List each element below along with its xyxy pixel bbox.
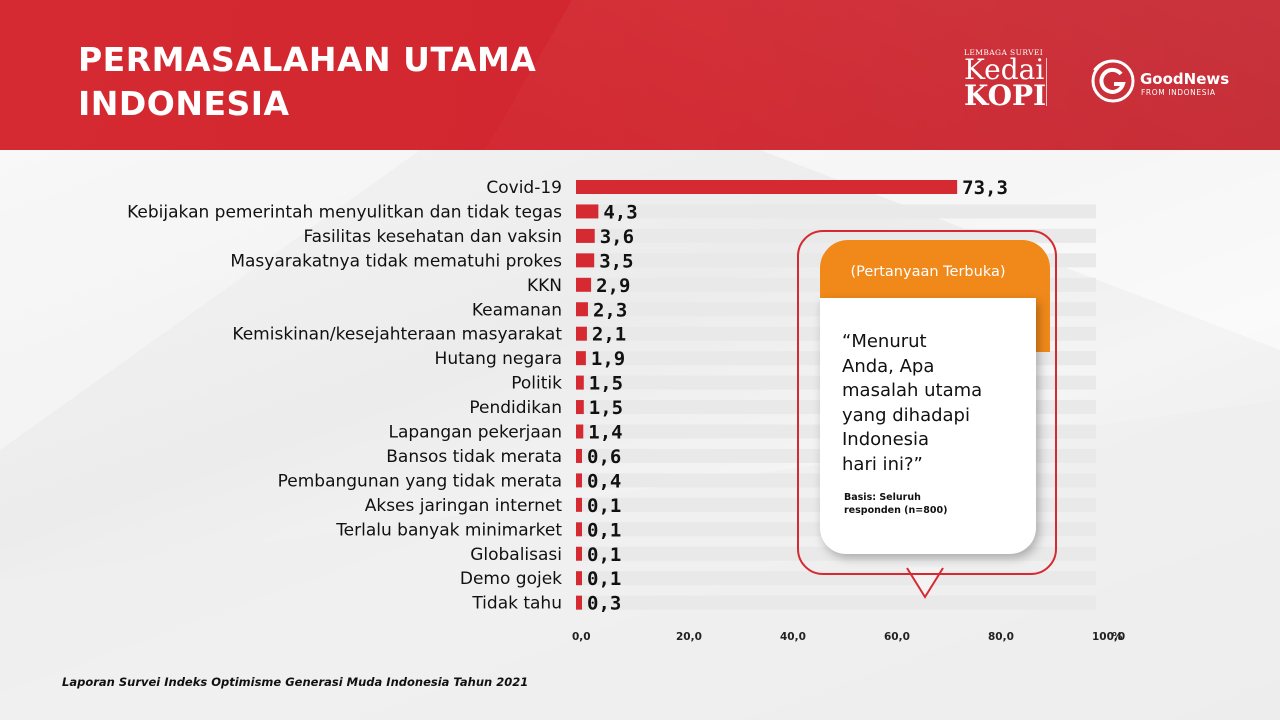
category-label: Fasilitas kesehatan dan vaksin [303,227,562,247]
bar [576,302,588,317]
callout-question: “Menurut Anda, Apa masalah utama yang di… [842,330,1032,477]
category-label: Tidak tahu [471,594,562,614]
x-unit-label: % [1112,631,1123,643]
bar [576,375,584,390]
value-label: 3,5 [599,250,633,272]
bar [576,228,595,243]
bar [576,400,584,415]
callout-header: (Pertanyaan Terbuka) [850,264,1006,280]
value-label: 1,4 [588,422,622,444]
value-label: 1,5 [589,397,623,419]
value-label: 3,6 [600,226,634,248]
goodnews-name: GoodNews [1140,70,1230,88]
bar [576,546,582,561]
category-label: Keamanan [472,300,562,320]
value-label: 1,9 [591,348,625,370]
basis-line: responden (n=800) [844,504,948,516]
bar [576,253,595,268]
kedai-kopi-logo: LEMBAGA SURVEI Kedai KOPI [962,48,1072,112]
kedai-logo-line1: Kedai [964,53,1045,86]
category-label: Bansos tidak merata [386,447,562,467]
value-label: 0,1 [587,495,621,517]
kedai-logo-divider [1046,58,1068,106]
bar [576,351,586,366]
value-label: 0,3 [587,593,621,615]
bar [576,595,582,610]
question-line: hari ini?” [842,453,923,475]
value-label: 0,1 [587,519,621,541]
page-title: PERMASALAHAN UTAMA INDONESIA [78,38,678,126]
category-label: Kebijakan pemerintah menyulitkan dan tid… [127,202,562,222]
x-tick-label: 80,0 [988,631,1014,643]
value-label: 1,5 [589,373,623,395]
bar [576,204,599,219]
x-tick-label: 40,0 [780,631,806,643]
value-label: 0,1 [587,568,621,590]
category-label: Demo gojek [460,569,562,589]
question-line: Anda, Apa [842,355,935,377]
category-label: Politik [511,374,562,394]
value-label: 73,3 [962,177,1008,199]
question-line: masalah utama [842,380,983,401]
callout-frame [797,230,1057,575]
basis-line: Basis: Seluruh [844,492,921,503]
bar [576,473,582,488]
category-label: Hutang negara [435,349,562,369]
x-tick-label: 0,0 [572,631,591,643]
bar-track [576,204,1096,219]
goodnews-emblem-icon [1091,59,1135,103]
x-tick-label: 20,0 [676,631,702,643]
callout-body [820,298,1036,554]
category-label: Globalisasi [470,545,562,565]
x-tick-label: 60,0 [884,631,910,643]
kedai-logo-line2: KOPI [964,79,1047,112]
question-line: “Menurut [842,331,927,352]
value-label: 2,1 [592,324,626,346]
question-line: Indonesia [842,429,930,450]
bars [576,180,958,610]
goodnews-sub: FROM INDONESIA [1141,88,1216,97]
category-label: Terlalu banyak minimarket [335,520,562,540]
page-title-line1: PERMASALAHAN UTAMA [78,40,537,79]
bar [576,180,958,194]
category-label: Pembangunan yang tidak merata [278,471,562,491]
category-labels: Covid-19 Kebijakan pemerintah menyulitkan… [127,178,562,614]
value-label: 0,6 [587,446,621,468]
value-label: 4,3 [603,201,637,223]
goodnews-logo: GoodNews FROM INDONESIA [1090,58,1240,106]
bar [576,424,584,439]
category-label: Masyarakatnya tidak mematuhi prokes [230,251,562,271]
category-label: Lapangan pekerjaan [388,423,562,443]
category-label: KKN [527,276,562,296]
question-line: yang dihadapi [842,404,970,426]
bar-track [576,228,1096,243]
x-tick-label: 100,0 [1092,631,1125,643]
footer-source: Laporan Survei Indeks Optimisme Generasi… [62,675,529,689]
value-label: 0,4 [587,470,621,492]
header-banner [0,0,1280,150]
value-label: 0,1 [587,544,621,566]
category-label: Akses jaringan internet [365,496,563,516]
bar [576,522,582,537]
bar [576,448,582,463]
bar [576,326,587,341]
callout-basis: Basis: Seluruh responden (n=800) [844,492,964,517]
value-labels: 73,3 4,3 3,63,5 2,92,3 2,11,9 1,51,5 1,40,60,4… [587,177,1008,615]
kedai-logo-small: LEMBAGA SURVEI [964,48,1044,57]
bar [576,277,592,292]
page-title-line2: INDONESIA [78,84,290,123]
category-label: Kemiskinan/kesejahteraan masyarakat [232,325,562,345]
value-label: 2,3 [593,299,627,321]
bar [576,571,582,586]
value-label: 2,9 [596,275,630,297]
bar-track [576,595,1096,610]
x-axis-ticks: 0,0 20,0 40,0 60,0 80,0 100,0% [572,631,1125,643]
category-label: Pendidikan [469,398,562,418]
category-label: Covid-19 [486,178,562,198]
bar [576,497,582,512]
